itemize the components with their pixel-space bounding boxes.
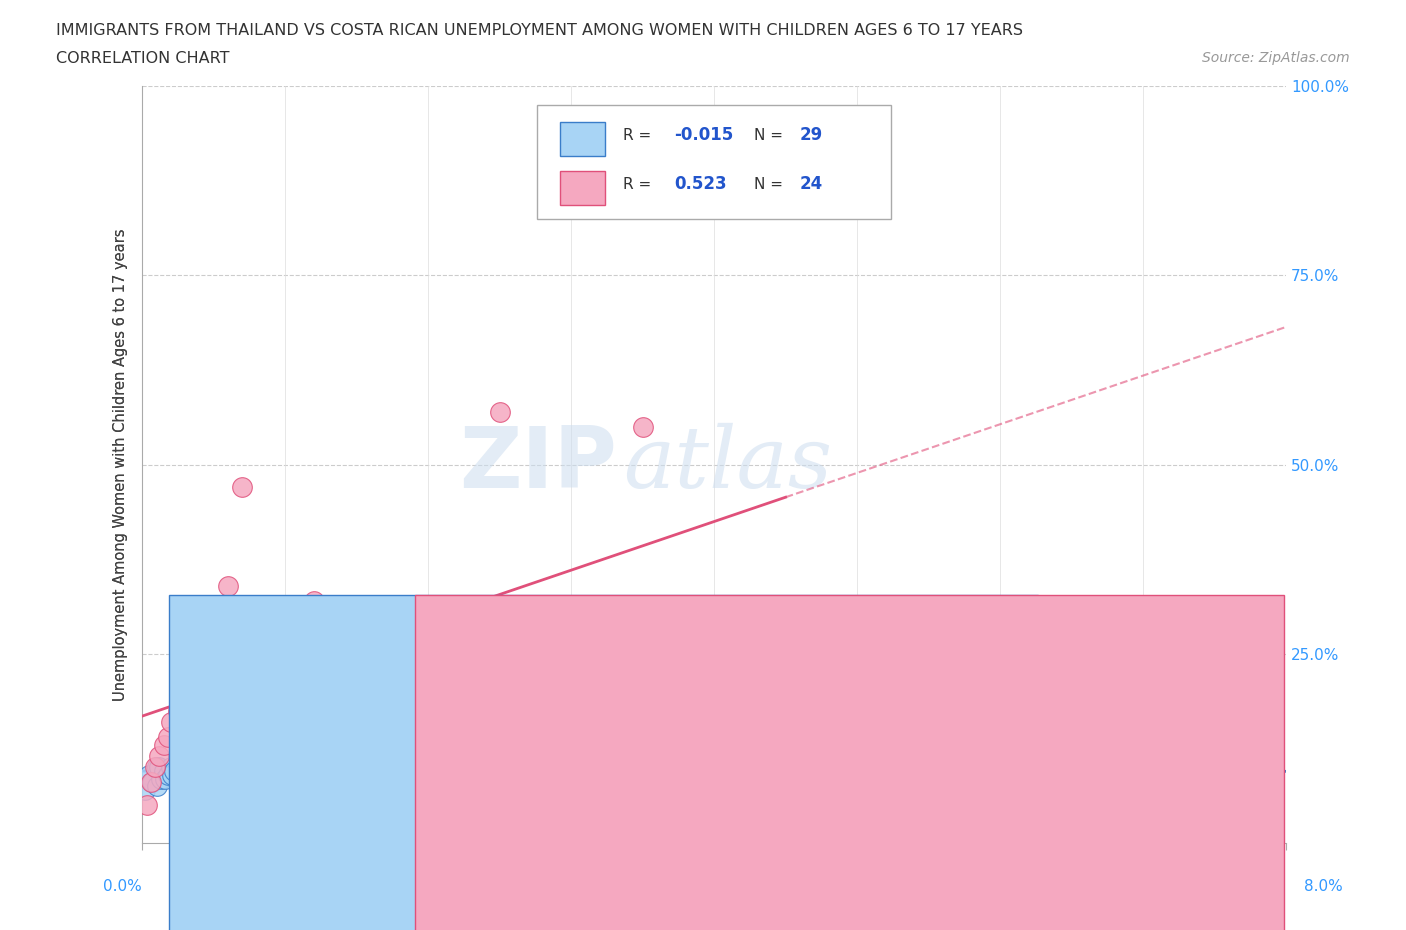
Point (775, 688, 797, 703)
Text: Source: ZipAtlas.com: Source: ZipAtlas.com (1202, 51, 1350, 65)
Point (703, 669, 725, 684)
Point (231, 760, 253, 775)
Point (157, 767, 180, 782)
Text: IMMIGRANTS FROM THAILAND VS COSTA RICAN UNEMPLOYMENT AMONG WOMEN WITH CHILDREN A: IMMIGRANTS FROM THAILAND VS COSTA RICAN … (56, 23, 1024, 38)
Point (153, 771, 176, 786)
Point (217, 578, 239, 593)
Text: N =: N = (754, 177, 787, 192)
Point (188, 669, 211, 684)
Point (134, 782, 156, 797)
Point (302, 593, 325, 608)
Point (188, 749, 211, 764)
Point (217, 737, 239, 752)
Text: 29: 29 (800, 126, 823, 144)
Point (177, 745, 200, 760)
Point (148, 760, 170, 775)
Point (143, 760, 166, 775)
Point (274, 684, 297, 699)
Point (231, 480, 253, 495)
Text: N =: N = (754, 127, 787, 143)
Point (167, 749, 190, 764)
Text: R =: R = (623, 127, 655, 143)
FancyBboxPatch shape (537, 105, 891, 219)
Point (346, 778, 368, 793)
Point (170, 756, 193, 771)
Y-axis label: Unemployment Among Women with Children Ages 6 to 17 years: Unemployment Among Women with Children A… (114, 228, 128, 701)
Point (488, 405, 510, 419)
Point (135, 798, 157, 813)
Point (167, 703, 190, 718)
Text: 0.523: 0.523 (673, 176, 727, 193)
Text: Costa Ricans: Costa Ricans (868, 878, 966, 893)
Point (174, 752, 197, 767)
Text: Immigrants from Thailand: Immigrants from Thailand (621, 878, 820, 893)
Point (177, 684, 200, 699)
Point (631, 419, 654, 434)
Point (246, 745, 269, 760)
FancyBboxPatch shape (560, 171, 606, 206)
Text: R =: R = (623, 177, 661, 192)
Point (181, 771, 204, 786)
Text: ZIP: ZIP (460, 423, 617, 506)
Point (163, 764, 186, 778)
Point (160, 760, 183, 775)
Text: CORRELATION CHART: CORRELATION CHART (56, 51, 229, 66)
Point (160, 714, 183, 729)
Point (246, 688, 269, 703)
Point (139, 775, 162, 790)
Point (188, 760, 211, 775)
Point (181, 681, 204, 696)
Point (202, 767, 225, 782)
Y-axis label: Unemployment Among Women with Children Ages 6 to 17 years: Unemployment Among Women with Children A… (114, 228, 128, 701)
Point (174, 692, 197, 707)
FancyBboxPatch shape (560, 122, 606, 156)
Point (149, 771, 172, 786)
Text: -0.015: -0.015 (673, 126, 734, 144)
Point (141, 775, 163, 790)
Point (152, 764, 174, 778)
Point (145, 760, 167, 775)
Point (418, 692, 440, 707)
Point (162, 767, 184, 782)
Point (1132, 787, 1154, 802)
Text: 8.0%: 8.0% (1303, 879, 1343, 894)
Point (152, 737, 174, 752)
Point (418, 787, 440, 802)
Point (157, 729, 180, 744)
Point (145, 778, 167, 793)
Point (346, 684, 368, 699)
Text: 0.0%: 0.0% (103, 879, 142, 894)
Point (388, 597, 411, 612)
Point (202, 688, 225, 703)
Text: 24: 24 (800, 176, 823, 193)
Point (138, 767, 160, 782)
Point (148, 749, 170, 764)
Text: atlas: atlas (623, 423, 832, 506)
Point (174, 737, 197, 752)
